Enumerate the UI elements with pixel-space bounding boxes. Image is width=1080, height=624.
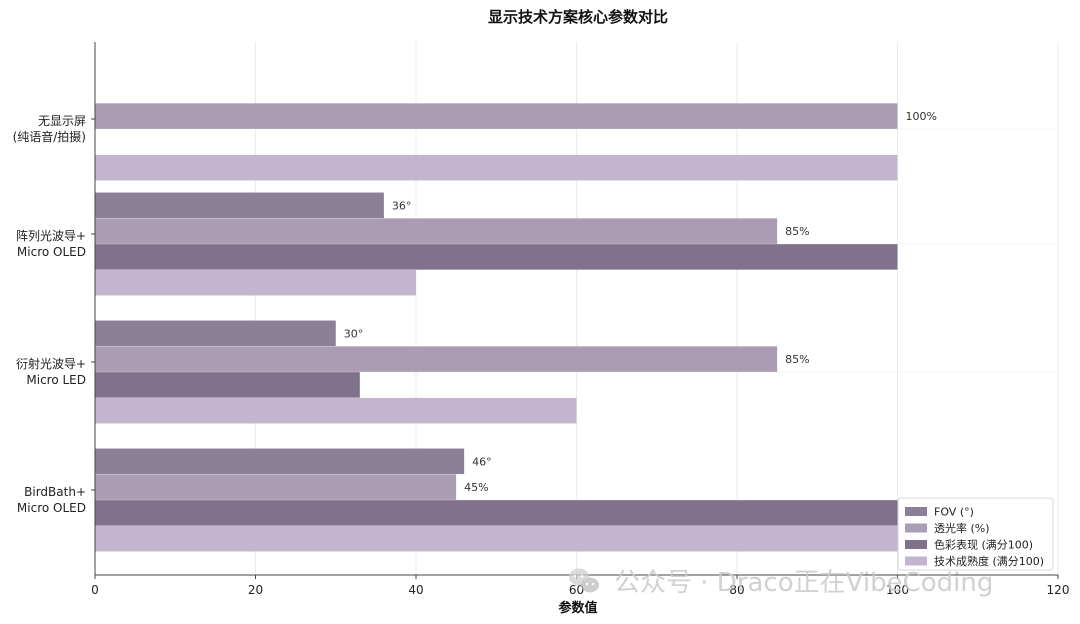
x-tick-label: 0	[91, 583, 99, 597]
x-tick-label: 60	[569, 583, 584, 597]
bar	[95, 218, 778, 244]
data-label: 45%	[464, 481, 488, 494]
x-tick-label: 20	[248, 583, 263, 597]
bar	[95, 269, 416, 296]
legend-item: FOV (°)	[934, 506, 974, 519]
bar	[95, 154, 898, 181]
y-tick-label: 衍射光波导+ Micro LED	[16, 356, 86, 387]
y-tick-label-line: Micro LED	[26, 373, 86, 387]
legend-item: 色彩表现 (满分100)	[934, 538, 1033, 552]
x-tick-label: 80	[729, 583, 744, 597]
bar	[95, 397, 577, 424]
bar	[95, 320, 336, 347]
legend-item: 技术成熟度 (满分100)	[934, 554, 1044, 568]
data-label: 85%	[785, 225, 809, 238]
y-tick-label-line: 衍射光波导+	[16, 356, 86, 371]
watermark-text: 公众号 · Draco正在VibeCoding	[614, 568, 993, 598]
wechat-icon	[569, 568, 599, 593]
bar	[95, 372, 360, 398]
y-tick-label: 无显示屏(纯语音/拍摄)	[13, 114, 86, 144]
y-tick-label-line: 无显示屏	[38, 114, 86, 128]
data-label: 46°	[472, 455, 492, 468]
bar	[95, 244, 898, 270]
x-tick-label: 40	[408, 583, 423, 597]
y-tick-label-line: BirdBath+	[24, 485, 86, 499]
y-tick-label-line: (纯语音/拍摄)	[13, 129, 86, 144]
data-label: 85%	[785, 353, 809, 366]
legend: FOV (°) 透光率 (%) 色彩表现 (满分100) 技术成熟度 (满分100)	[897, 497, 1054, 571]
legend-swatch	[905, 523, 927, 533]
y-tick-label-line: Micro OLED	[17, 245, 86, 259]
data-label: 36°	[392, 199, 412, 212]
bar	[95, 192, 384, 219]
bar	[95, 448, 465, 475]
y-tick-label: BirdBath+ Micro OLED	[17, 485, 86, 515]
legend-item: 透光率 (%)	[934, 521, 990, 535]
grid	[94, 42, 1059, 575]
x-tick-label: 120	[1047, 583, 1070, 597]
bar	[95, 103, 898, 129]
data-label: 30°	[344, 327, 364, 340]
watermark: 公众号 · Draco正在VibeCoding	[569, 568, 993, 598]
legend-swatch	[905, 540, 927, 549]
x-tick-label: 100	[886, 583, 909, 597]
y-tick-label-line: Micro OLED	[17, 501, 86, 515]
axes: 0 20 40 60 80 100 120 无显示屏(纯语音/拍摄) 阵列光波导+ Micro O…	[13, 42, 1070, 597]
chart-title: 显示技术方案核心参数对比	[488, 8, 668, 26]
bar	[95, 346, 778, 372]
legend-box	[897, 497, 1054, 571]
data-label: 100%	[906, 110, 937, 123]
y-tick-label: 阵列光波导+ Micro OLED	[16, 229, 86, 259]
bar	[95, 500, 898, 526]
x-axis-label: 参数值	[558, 600, 597, 616]
bar	[95, 474, 457, 500]
value-labels: 100% 36° 85% 30° 85% 46° 45%	[344, 110, 937, 494]
bar	[95, 525, 898, 552]
legend-swatch	[905, 556, 927, 566]
y-tick-label-line: 阵列光波导+	[16, 229, 86, 243]
legend-swatch	[905, 507, 927, 516]
bars	[95, 103, 898, 552]
